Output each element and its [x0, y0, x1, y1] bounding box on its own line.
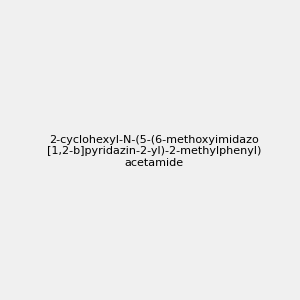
Text: 2-cyclohexyl-N-(5-(6-methoxyimidazo
[1,2-b]pyridazin-2-yl)-2-methylphenyl)
aceta: 2-cyclohexyl-N-(5-(6-methoxyimidazo [1,2…: [46, 135, 261, 168]
